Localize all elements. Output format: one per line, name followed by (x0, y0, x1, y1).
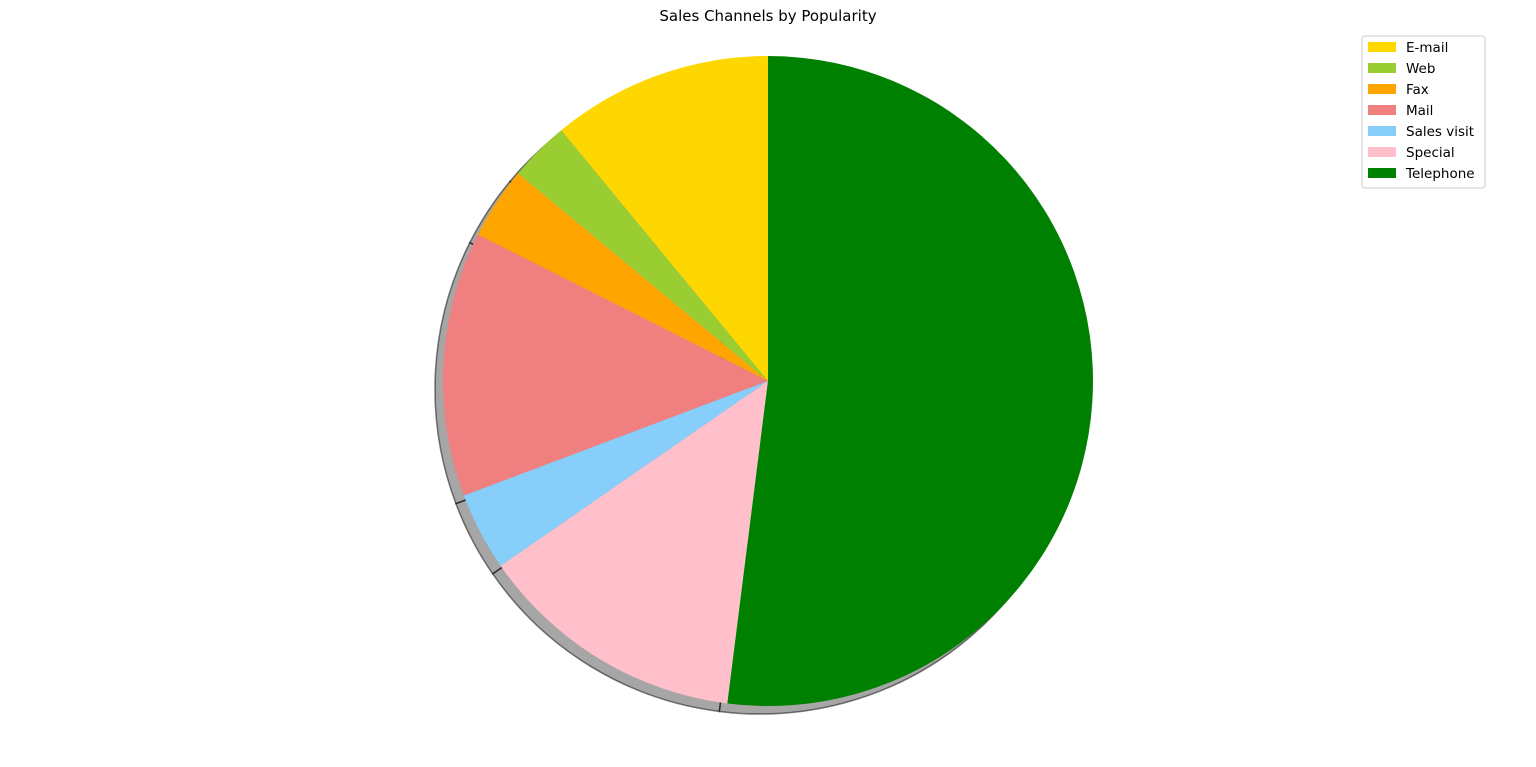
slice-web (517, 130, 768, 381)
slice-special (500, 381, 768, 704)
legend-swatch-special (1368, 147, 1396, 157)
legend-label-fax: Fax (1406, 82, 1429, 98)
legend-label-mail: Mail (1406, 103, 1433, 119)
slice-sales-visit (463, 381, 768, 566)
legend: E-mail Web Fax Mail Sales visit Special Teleph… (1361, 35, 1486, 189)
legend-swatch-e-mail (1368, 42, 1396, 52)
legend-item-web: Web (1368, 61, 1435, 77)
legend-label-telephone: Telephone (1405, 166, 1475, 182)
legend-item-sales-visit: Sales visit (1368, 124, 1474, 140)
legend-item-special: Special (1368, 145, 1455, 161)
legend-item-mail: Mail (1368, 103, 1433, 119)
legend-item-telephone: Telephone (1368, 166, 1475, 182)
legend-label-sales-visit: Sales visit (1406, 124, 1474, 140)
slice-telephone (727, 56, 1093, 706)
legend-label-special: Special (1406, 145, 1455, 161)
legend-item-fax: Fax (1368, 82, 1429, 98)
legend-swatch-web (1368, 63, 1396, 73)
legend-swatch-fax (1368, 84, 1396, 94)
chart-title: Sales Channels by Popularity (659, 7, 876, 25)
legend-label-web: Web (1406, 61, 1435, 77)
pie-slices (443, 56, 1093, 706)
legend-swatch-mail (1368, 105, 1396, 115)
legend-swatch-telephone (1368, 168, 1396, 178)
slice-fax (477, 173, 768, 381)
slice-mail (443, 234, 768, 496)
legend-item-e-mail: E-mail (1368, 40, 1448, 56)
legend-label-e-mail: E-mail (1406, 40, 1448, 56)
legend-swatch-sales-visit (1368, 126, 1396, 136)
slice-e-mail (561, 56, 768, 381)
